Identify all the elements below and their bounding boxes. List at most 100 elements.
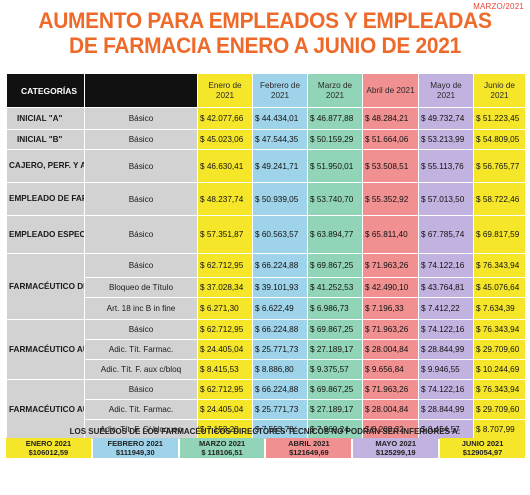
salary-cell: $ 51.950,01: [307, 149, 363, 183]
salary-cell: $ 29.709,60: [473, 339, 526, 360]
minimum-salary-amount: $ 118106,51: [201, 448, 243, 457]
category-label: EMPLEADO DE FARMACIA: [6, 182, 85, 216]
salary-cell: $ 65.811,40: [362, 215, 419, 254]
salary-cell: $ 28.844,99: [418, 339, 474, 360]
salary-cell: $ 58.722,46: [473, 182, 526, 216]
table-row: Adic. Tít. F. S/ bloqueo $ 7.153,20 $ 7.55…: [7, 419, 526, 440]
salary-cell: $ 49.241,71: [252, 149, 308, 183]
salary-cell: $ 66.224,88: [252, 319, 308, 340]
minimum-salary-box: JUNIO 2021 $129054,97: [440, 438, 525, 458]
date-tag: MARZO/2021: [473, 2, 524, 11]
table-row: FARMACÉUTICO AUXILIAR CON BLOQUEO DE TÍT…: [6, 319, 526, 380]
salary-cell: $ 27.189,17: [307, 339, 363, 360]
minimum-salary-amount: $129054,97: [462, 448, 503, 457]
salary-cell: $ 9.946,55: [418, 359, 474, 380]
salary-cell: $ 6.986,73: [307, 297, 363, 320]
minimum-salary-amount: $121649,69: [289, 448, 329, 457]
table-row: Adic. Tít. Farmac. $ 24.405,04 $ 25.771,73…: [7, 339, 526, 360]
category-label: EMPLEADO ESPECIALIZADO DE FARMACIA: [6, 215, 85, 254]
salary-cell: $ 41.252,53: [307, 277, 363, 298]
salary-cell: $ 25.771,73: [252, 399, 308, 420]
salary-cell: $ 51.664,06: [362, 129, 419, 150]
subcategory-label: Básico: [84, 149, 198, 183]
salary-cell: $ 9.656,84: [362, 359, 419, 380]
salary-cell: $ 9.375,57: [307, 359, 363, 380]
salary-cell: $ 62.712,95: [197, 379, 253, 400]
header-categories: CATEGORÍAS: [6, 73, 85, 108]
minimum-salary-month: FEBRERO 2021: [107, 439, 163, 448]
salary-cell: $ 50.939,05: [252, 182, 308, 216]
salary-cell: $ 53.508,51: [362, 149, 419, 183]
salary-cell: $ 8.707,99: [473, 419, 526, 440]
salary-cell: $ 37.028,34: [197, 277, 253, 298]
salary-cell: $ 45.023,06: [197, 129, 253, 150]
salary-cell: $ 67.785,74: [418, 215, 474, 254]
minimum-salary-amount: $106012,59: [28, 448, 69, 457]
salary-cell: $ 55.352,92: [362, 182, 419, 216]
header-month-abril: Abril de 2021: [362, 73, 419, 108]
salary-cell: $ 24.405,04: [197, 399, 253, 420]
salary-cell: $ 25.771,73: [252, 339, 308, 360]
salary-cell: $ 6.622,49: [252, 297, 308, 320]
salary-cell: $ 71.963,26: [362, 379, 419, 400]
salary-cell: $ 46.630,41: [197, 149, 253, 183]
salary-cell: $ 74.122,16: [418, 319, 474, 340]
salary-cell: $ 10.244,69: [473, 359, 526, 380]
table-row: Adic. Tít. F. aux c/bloq $ 8.415,53 $ 8.88…: [7, 359, 526, 380]
minimum-salary-boxes: ENERO 2021 $106012,59 FEBRERO 2021 $111949,…: [6, 438, 525, 458]
salary-cell: $ 7.969,24: [307, 419, 363, 440]
salary-cell: $ 47.544,35: [252, 129, 308, 150]
minimum-salary-box: ABRIL 2021 $121649,69: [266, 438, 352, 458]
salary-cell: $ 53.740,70: [307, 182, 363, 216]
table-row: EMPLEADO ESPECIALIZADO DE FARMACIABásico…: [6, 215, 526, 254]
minimum-salary-box: MARZO 2021 $ 118106,51: [179, 438, 265, 458]
salary-cell: $ 42.077,66: [197, 107, 253, 130]
minimum-salary-month: JUNIO 2021: [461, 439, 504, 448]
salary-cell: $ 54.809,05: [473, 129, 526, 150]
table-body: INICIAL "A" Básico $ 42.077,66 $ 44.434,01 $…: [6, 107, 526, 440]
subcategory-label: Básico: [84, 253, 198, 278]
salary-cell: $ 6.271,30: [197, 297, 253, 320]
salary-cell: $ 44.434,01: [252, 107, 308, 130]
salary-cell: $ 8.886,80: [252, 359, 308, 380]
header-month-enero: Enero de 2021: [197, 73, 253, 108]
minimum-salary-box: ENERO 2021 $106012,59: [6, 438, 91, 458]
salary-cell: $ 76.343,94: [473, 319, 526, 340]
salary-cell: $ 46.877,88: [307, 107, 363, 130]
salary-cell: $ 57.351,87: [197, 215, 253, 254]
minimum-salary-month: ABRIL 2021: [288, 439, 330, 448]
salary-cell: $ 49.732,74: [418, 107, 474, 130]
table-row: FARMACÉUTICO AUXILIAR SIN BLOQUEO DE TÍT…: [6, 379, 526, 440]
salary-cell: $ 27.189,17: [307, 399, 363, 420]
salary-cell: $ 69.867,25: [307, 319, 363, 340]
table-row: EMPLEADO DE FARMACIABásico$ 48.237,74$ 5…: [6, 182, 526, 216]
salary-cell: $ 7.634,39: [473, 297, 526, 320]
salary-cell: $ 63.894,77: [307, 215, 363, 254]
salary-cell: $ 48.284,21: [362, 107, 419, 130]
title-line-2: DE FARMACIA ENERO A JUNIO DE 2021: [69, 33, 461, 58]
footer-note: LOS SUELDOS DE LOS FARMACÉUTICOS DIRECTO…: [69, 427, 461, 436]
minimum-salary-box: MAYO 2021 $125299,19: [353, 438, 439, 458]
salary-cell: $ 71.963,26: [362, 319, 419, 340]
header-month-marzo: Marzo de 2021: [307, 73, 363, 108]
salary-cell: $ 48.237,74: [197, 182, 253, 216]
salary-cell: $ 71.963,26: [362, 253, 419, 278]
salary-cell: $ 50.159,29: [307, 129, 363, 150]
salary-cell: $ 74.122,16: [418, 379, 474, 400]
subcategory-label: Adic. Tít. F. aux c/bloq: [84, 359, 198, 380]
category-label: INICIAL "B": [6, 129, 85, 150]
table-row: Adic. Tít. Farmac. $ 24.405,04 $ 25.771,73…: [7, 399, 526, 420]
table-row: FARMACÉUTICO DIRECTOR TÉCNICOBásico$ 62.…: [6, 253, 526, 320]
title-line-1: AUMENTO PARA EMPLEADOS Y EMPLEADAS: [38, 8, 492, 33]
minimum-salary-month: MAYO 2021: [375, 439, 417, 448]
header-month-junio: Junio de 2021: [473, 73, 526, 108]
salary-cell: $ 62.712,95: [197, 253, 253, 278]
subcategory-label: Básico: [84, 319, 198, 340]
salary-cell: $ 57.013,50: [418, 182, 474, 216]
salary-cell: $ 28.004,84: [362, 399, 419, 420]
category-label: CAJERO, PERF. Y ADMINISTRATIVO: [6, 149, 85, 183]
page-title: AUMENTO PARA EMPLEADOS Y EMPLEADAS DE FA…: [19, 8, 512, 58]
subcategory-label: Básico: [84, 107, 198, 130]
salary-cell: $ 76.343,94: [473, 253, 526, 278]
subcategory-label: Adic. Tít. Farmac.: [84, 339, 198, 360]
